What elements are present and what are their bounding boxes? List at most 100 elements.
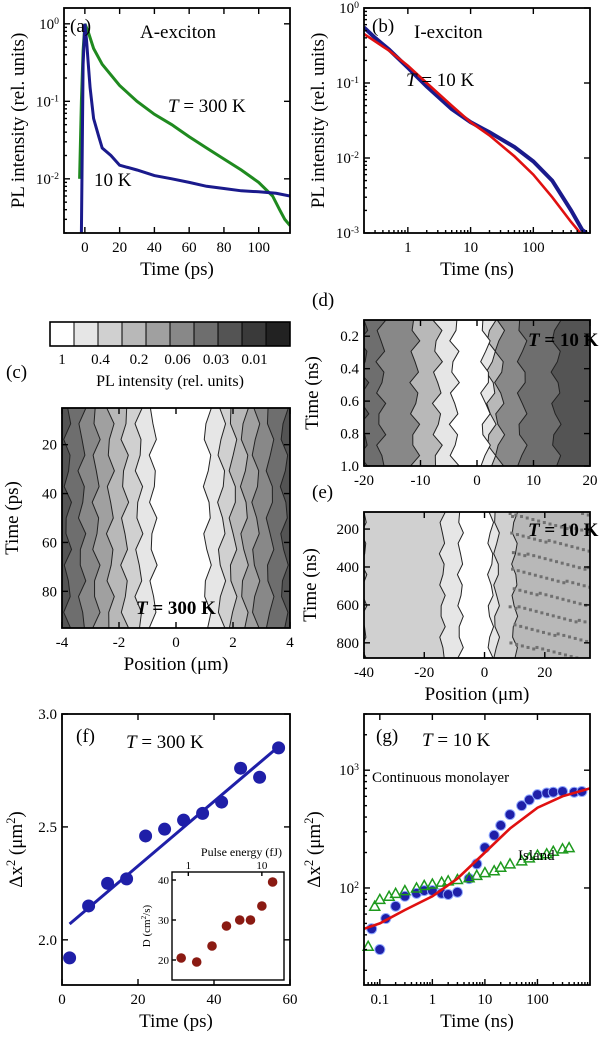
x-tick-label: 10 — [477, 992, 492, 1008]
y-tick-label: 100 — [39, 15, 59, 33]
x-tick-label: 2 — [229, 635, 237, 651]
x-tick-label: 100 — [526, 992, 549, 1008]
noise-mark — [583, 620, 587, 624]
inset-x-tick-label: 1 — [186, 860, 192, 872]
panel-label: (b) — [372, 16, 394, 37]
noise-mark — [530, 627, 534, 631]
inset-y-tick-label: 40 — [158, 875, 170, 887]
noise-mark — [585, 530, 589, 534]
island-point — [373, 892, 387, 905]
x-tick-label: 20 — [537, 665, 552, 681]
noise-mark — [511, 567, 515, 571]
noise-mark — [557, 615, 561, 619]
x-tick-label: 40 — [147, 240, 162, 256]
y-axis-label: PL intensity (rel. units) — [8, 33, 29, 209]
noise-mark — [539, 575, 543, 579]
noise-mark — [543, 557, 547, 561]
monolayer-point — [451, 886, 463, 898]
data-point — [158, 822, 172, 836]
noise-mark — [509, 641, 513, 645]
noise-mark — [570, 545, 574, 549]
island-point — [368, 899, 382, 911]
noise-mark — [537, 519, 541, 523]
noise-mark — [538, 591, 542, 595]
noise-mark — [508, 605, 512, 609]
colorbar-tick-label: 0.2 — [130, 352, 149, 368]
y-axis-label: Δx2 (μm2) — [302, 811, 325, 887]
noise-mark — [547, 539, 551, 543]
noise-mark — [533, 573, 537, 577]
y-axis-label: Time (ns) — [302, 356, 323, 430]
noise-mark — [569, 654, 573, 658]
monolayer-point — [523, 794, 535, 806]
x-tick-label: 80 — [216, 240, 231, 256]
x-axis-label: Time (ps) — [140, 259, 214, 280]
annotation-t10: T = 10 K — [422, 730, 491, 751]
noise-mark — [553, 633, 557, 637]
y-tick-label: 0.4 — [340, 362, 359, 378]
plot-frame — [61, 713, 291, 986]
noise-mark — [573, 636, 577, 640]
monolayer-point — [504, 809, 516, 821]
monolayer-point — [488, 829, 500, 841]
inset-x-label: Pulse energy (fJ) — [201, 845, 282, 859]
panel-label: (f) — [76, 726, 95, 747]
plot-frame — [363, 713, 591, 986]
monolayer-point — [495, 819, 507, 831]
x-tick-label: 20 — [131, 992, 146, 1008]
noise-mark — [526, 552, 530, 556]
y-tick-label: 10-1 — [336, 75, 359, 93]
island-point — [462, 871, 476, 883]
noise-mark — [544, 593, 548, 597]
colorbar-tick-label: 0.06 — [164, 352, 191, 368]
noise-mark — [520, 515, 524, 519]
annotation-monolayer: Continuous monolayer — [372, 770, 509, 786]
panel-label: (g) — [376, 726, 398, 747]
noise-mark — [535, 645, 539, 649]
series-line-1 — [364, 32, 582, 233]
annotation-t300: T = 300 K — [126, 732, 204, 753]
inset-point — [176, 953, 186, 963]
x-tick-label: 0 — [81, 240, 89, 256]
noise-mark — [551, 614, 555, 618]
chart-title: A-exciton — [140, 22, 216, 43]
x-axis-label: Time (ps) — [139, 1011, 213, 1032]
inset-point — [234, 915, 245, 925]
x-tick-label: -40 — [354, 665, 374, 681]
noise-mark — [565, 579, 569, 583]
island-point — [398, 884, 412, 896]
noise-mark — [550, 578, 554, 582]
x-tick-label: -2 — [113, 635, 126, 651]
island-point — [515, 854, 528, 866]
inset-point — [207, 941, 217, 951]
inset-point — [257, 901, 267, 911]
noise-mark — [556, 579, 560, 583]
colorbar-cell — [169, 321, 195, 347]
data-point — [272, 741, 286, 755]
x-axis-label: Time (ns) — [440, 259, 514, 280]
noise-mark — [579, 638, 583, 642]
noise-mark — [587, 549, 590, 553]
noise-mark — [568, 635, 572, 639]
colorbar-cell — [265, 321, 291, 347]
monolayer-point — [390, 900, 402, 912]
noise-mark — [552, 650, 556, 654]
island-point — [426, 877, 439, 889]
noise-mark — [559, 542, 563, 546]
island-point — [361, 939, 375, 951]
panel-e: -40 -20 0 20 200 400 600 800 Position (μm) Time (… — [300, 482, 599, 705]
monolayer-point — [547, 786, 559, 798]
noise-mark — [562, 581, 566, 585]
data-point — [63, 951, 77, 965]
island-point — [478, 866, 492, 878]
island-point — [410, 881, 423, 893]
panel-b: 1 10 100 100 10-1 10-2 10-3 Time (ns) PL intensi… — [308, 0, 591, 280]
colorbar-tick-label: 1 — [58, 352, 66, 368]
colorbar-tick-label: 0.4 — [91, 352, 110, 368]
noise-mark — [525, 516, 529, 520]
data-point — [253, 770, 267, 784]
monolayer-point — [374, 944, 386, 956]
x-axis-label: Position (μm) — [425, 684, 530, 705]
island-point — [562, 841, 576, 853]
noise-mark — [549, 558, 553, 562]
